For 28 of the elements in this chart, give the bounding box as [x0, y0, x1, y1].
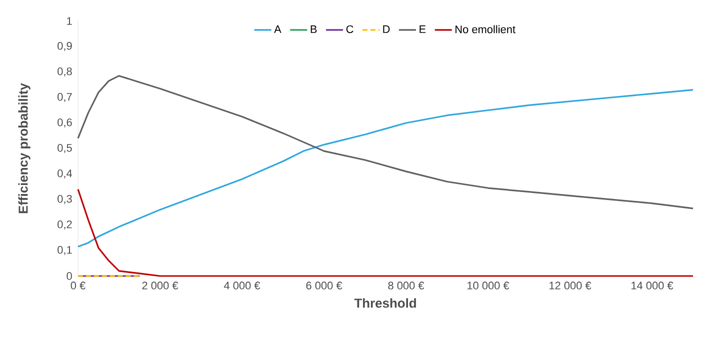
legend-label: A [274, 25, 282, 33]
x-tick-label: 0 € [70, 282, 86, 290]
y-tick-label: 0,2 [58, 220, 72, 230]
x-tick-label: 12 000 € [550, 282, 592, 290]
x-tick-label: 2 000 € [142, 282, 178, 290]
x-tick-label: 10 000 € [468, 282, 510, 290]
y-tick-label: 0,5 [58, 144, 72, 154]
y-tick-label: 0,6 [58, 118, 72, 128]
y-tick-label: 0,9 [58, 42, 72, 52]
x-tick-label: 4 000 € [224, 282, 260, 290]
legend-label: E [420, 25, 426, 33]
x-tick-label: 6 000 € [306, 282, 342, 290]
x-tick-label: 14 000 € [632, 282, 674, 290]
y-axis-title: Efficiency probability [18, 83, 30, 214]
y-tick-label: 0,7 [58, 92, 72, 102]
legend-label: No emollient [456, 25, 516, 34]
legend-label: D [383, 25, 390, 33]
y-tick-label: 0 [66, 272, 72, 280]
y-tick-label: 0,1 [58, 246, 72, 256]
line-series [77, 188, 694, 277]
legend-label: C [346, 25, 354, 34]
y-tick-label: 0,8 [58, 67, 72, 77]
x-tick-label: 8 000 € [388, 282, 424, 290]
y-tick-label: 1 [67, 17, 72, 25]
y-tick-label: 0,4 [58, 169, 72, 179]
legend-label: B [310, 25, 317, 33]
y-tick-label: 0,3 [58, 194, 72, 204]
x-axis-title: Threshold [354, 298, 416, 308]
